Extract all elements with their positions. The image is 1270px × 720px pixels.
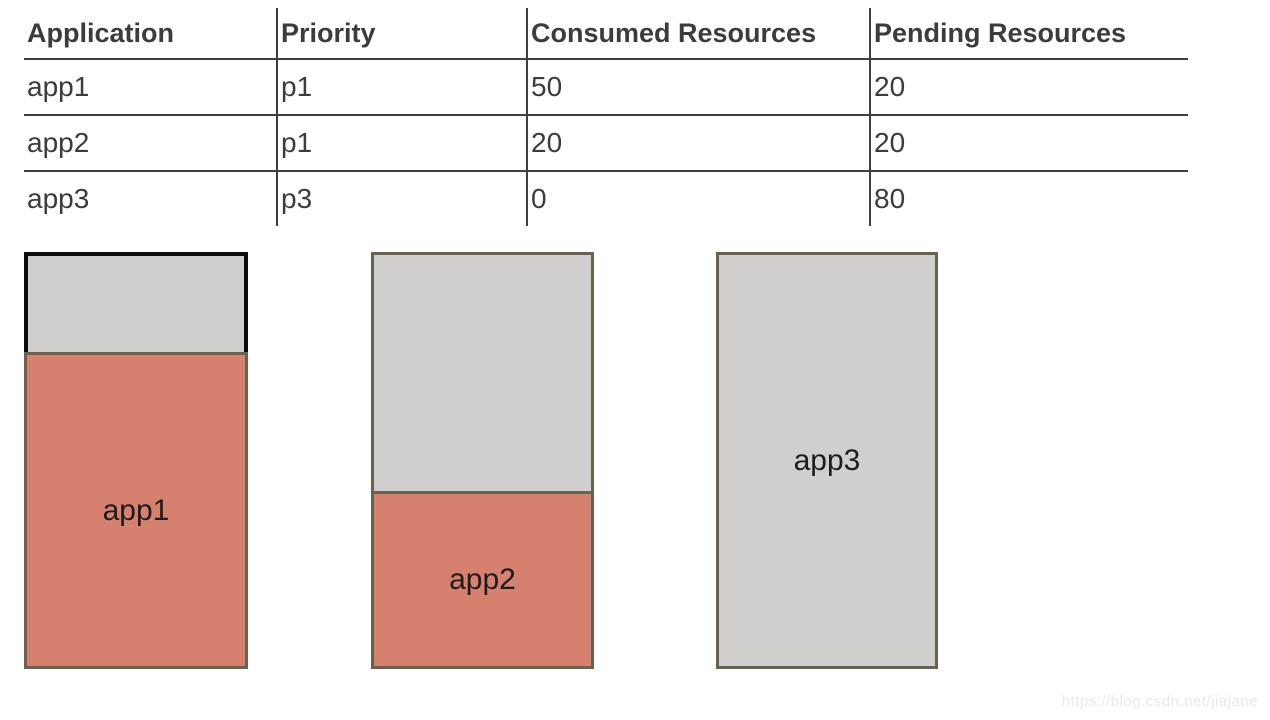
- cell-priority: p3: [277, 171, 528, 226]
- app1-consumed-segment: app1: [24, 352, 248, 669]
- cell-application: app3: [24, 171, 278, 226]
- table-row-app2: app2 p1 20 20: [24, 115, 1188, 172]
- resources-table: Application Priority Consumed Resources …: [24, 8, 1188, 226]
- cell-application: app1: [24, 59, 278, 116]
- app1-label: app1: [102, 493, 170, 527]
- app2-consumed-segment: app2: [371, 491, 594, 669]
- capacity-box-app3: app3: [716, 252, 938, 669]
- table-header-row: Application Priority Consumed Resources …: [24, 8, 1188, 60]
- capacity-box-app2: app2: [371, 252, 594, 669]
- cell-priority: p1: [277, 59, 528, 116]
- app3-label: app3: [793, 443, 861, 477]
- table-row-app1: app1 p1 50 20: [24, 59, 1188, 116]
- cell-consumed: 50: [527, 59, 871, 116]
- col-header-consumed-resources: Consumed Resources: [527, 8, 871, 60]
- table-row-app3: app3 p3 0 80: [24, 171, 1188, 226]
- csdn-watermark: https://blog.csdn.net/jiajane: [1061, 693, 1258, 710]
- app3-pending-segment: app3: [716, 252, 938, 669]
- cell-pending: 20: [870, 115, 1188, 172]
- app1-pending-segment: [24, 252, 248, 353]
- cell-priority: p1: [277, 115, 528, 172]
- cell-application: app2: [24, 115, 278, 172]
- cell-consumed: 20: [527, 115, 871, 172]
- col-header-pending-resources: Pending Resources: [870, 8, 1188, 60]
- col-header-priority: Priority: [277, 8, 528, 60]
- cell-pending: 80: [874, 183, 906, 214]
- col-header-application: Application: [24, 8, 278, 60]
- cell-pending: 20: [870, 59, 1188, 116]
- cell-consumed: 0: [527, 171, 871, 226]
- app2-label: app2: [449, 563, 516, 597]
- app2-pending-segment: [371, 252, 594, 492]
- capacity-box-app1: app1: [24, 252, 248, 669]
